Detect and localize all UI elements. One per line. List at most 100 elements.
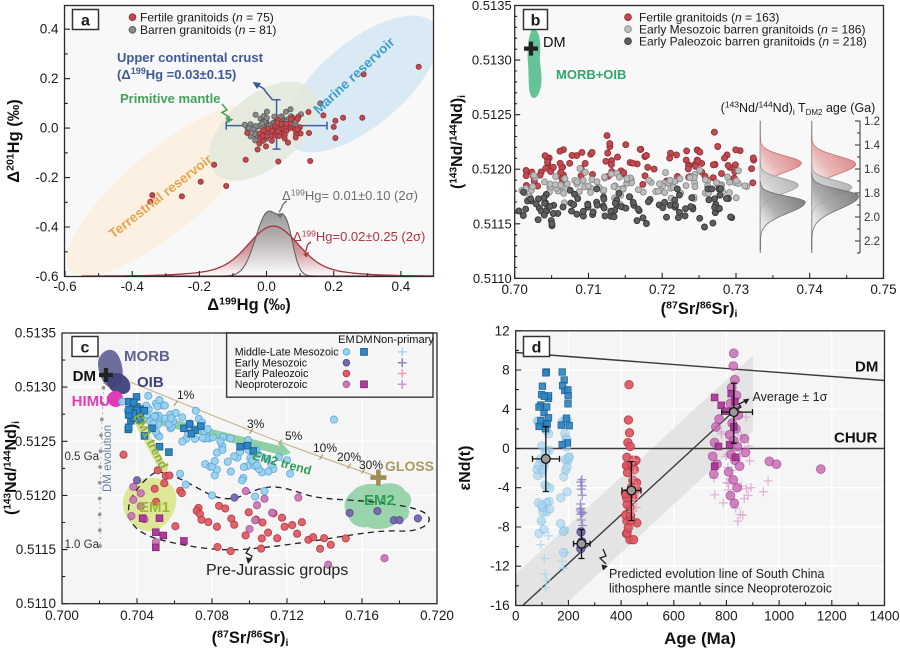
- svg-text:-0.2: -0.2: [188, 279, 211, 294]
- svg-text:1.0 Ga: 1.0 Ga: [64, 539, 99, 551]
- svg-text:0.5110: 0.5110: [473, 271, 512, 286]
- svg-text:Early Paleozoic: Early Paleozoic: [235, 368, 309, 380]
- svg-text:0.73: 0.73: [723, 282, 749, 297]
- svg-text:-0.4: -0.4: [121, 279, 145, 294]
- svg-text:0.716: 0.716: [345, 608, 379, 623]
- svg-text:MORB: MORB: [124, 348, 170, 365]
- svg-text:Upper continental crust: Upper continental crust: [117, 50, 264, 65]
- svg-text:(143Nd/144Nd)i TDM2 age (Ga): (143Nd/144Nd)i TDM2 age (Ga): [721, 100, 876, 118]
- svg-text:0.704: 0.704: [120, 608, 154, 623]
- svg-text:200: 200: [557, 609, 580, 624]
- svg-text:0.700: 0.700: [45, 608, 79, 623]
- svg-text:0.2: 0.2: [324, 279, 343, 294]
- svg-text:12: 12: [495, 323, 510, 338]
- svg-text:DM: DM: [543, 35, 566, 51]
- svg-text:1200: 1200: [817, 609, 847, 624]
- svg-text:HIMU: HIMU: [72, 393, 110, 410]
- svg-text:-0.2: -0.2: [35, 170, 58, 185]
- svg-text:Non-primary: Non-primary: [373, 334, 434, 346]
- svg-text:400: 400: [610, 609, 633, 624]
- svg-text:Neoproterozoic: Neoproterozoic: [235, 379, 308, 391]
- svg-text:0.4: 0.4: [392, 279, 411, 294]
- svg-text:-4: -4: [498, 480, 510, 495]
- svg-text:Age (Ma): Age (Ma): [664, 629, 736, 648]
- svg-text:a: a: [81, 13, 90, 30]
- svg-text:MORB+OIB: MORB+OIB: [556, 67, 626, 82]
- svg-text:DM: DM: [855, 359, 878, 376]
- svg-text:1.4: 1.4: [864, 140, 881, 152]
- svg-text:0.5135: 0.5135: [15, 326, 56, 341]
- svg-text:4: 4: [502, 402, 510, 417]
- svg-text:8: 8: [502, 363, 510, 378]
- svg-text:Barren granitoids (n = 81): Barren granitoids (n = 81): [140, 23, 276, 37]
- svg-text:0.5135: 0.5135: [472, 0, 512, 13]
- svg-text:0.4: 0.4: [40, 22, 59, 37]
- svg-text:0: 0: [512, 609, 520, 624]
- svg-text:-0.6: -0.6: [53, 279, 76, 294]
- svg-text:Early Mesozoic barren granitoi: Early Mesozoic barren granitoids (n = 18…: [639, 23, 865, 37]
- svg-text:c: c: [81, 340, 90, 357]
- svg-text:Δ199Hg (‰): Δ199Hg (‰): [207, 296, 290, 315]
- svg-text:0.5130: 0.5130: [15, 380, 56, 395]
- svg-text:Middle-Late Mesozoic: Middle-Late Mesozoic: [235, 347, 340, 359]
- svg-text:CHUR: CHUR: [834, 430, 877, 447]
- svg-text:Primitive mantle: Primitive mantle: [120, 91, 220, 106]
- svg-text:1400: 1400: [869, 609, 899, 624]
- svg-text:-8: -8: [498, 520, 510, 535]
- svg-text:EM: EM: [338, 334, 355, 346]
- svg-text:EM1: EM1: [139, 499, 170, 516]
- svg-text:(143Nd/144Nd)i: (143Nd/144Nd)i: [449, 95, 469, 189]
- svg-text:Δ199Hg= 0.01±0.10 (2σ): Δ199Hg= 0.01±0.10 (2σ): [282, 188, 418, 204]
- svg-text:0.5115: 0.5115: [16, 542, 56, 557]
- svg-text:OIB: OIB: [137, 374, 164, 391]
- svg-text:d: d: [532, 340, 542, 357]
- svg-text:DM evolution: DM evolution: [102, 425, 114, 492]
- svg-text:0.5125: 0.5125: [472, 107, 512, 122]
- svg-text:Early Mesozoic: Early Mesozoic: [235, 357, 308, 369]
- svg-text:b: b: [531, 13, 541, 30]
- svg-text:2.0: 2.0: [864, 212, 880, 224]
- svg-text:0.75: 0.75: [870, 282, 896, 297]
- svg-text:0.2: 0.2: [40, 71, 59, 86]
- svg-text:Early Paleozoic barren granito: Early Paleozoic barren granitoids (n = 2…: [639, 35, 867, 49]
- svg-text:0.712: 0.712: [270, 608, 304, 623]
- svg-text:3%: 3%: [247, 417, 265, 431]
- svg-text:EM2: EM2: [364, 492, 395, 509]
- svg-text:0: 0: [502, 441, 510, 456]
- svg-text:0.5120: 0.5120: [15, 488, 56, 503]
- svg-text:Fertile granitoids (n = 163): Fertile granitoids (n = 163): [639, 11, 779, 25]
- svg-text:1.8: 1.8: [864, 188, 880, 200]
- svg-text:-16: -16: [490, 598, 510, 613]
- svg-text:0.708: 0.708: [195, 608, 229, 623]
- svg-text:0.70: 0.70: [502, 282, 528, 297]
- svg-text:1%: 1%: [177, 388, 195, 402]
- svg-text:5%: 5%: [285, 429, 303, 443]
- svg-text:2.2: 2.2: [864, 236, 880, 248]
- svg-text:Δ199Hg=0.02±0.25 (2σ): Δ199Hg=0.02±0.25 (2σ): [293, 229, 425, 245]
- svg-text:1.2: 1.2: [864, 116, 880, 128]
- svg-text:DM: DM: [355, 334, 372, 346]
- svg-text:-12: -12: [490, 559, 510, 574]
- svg-text:-0.6: -0.6: [35, 269, 58, 284]
- svg-text:0.5 Ga: 0.5 Ga: [64, 451, 99, 463]
- svg-text:0.0: 0.0: [40, 121, 59, 136]
- svg-text:20%: 20%: [337, 450, 361, 464]
- svg-text:0.5130: 0.5130: [472, 53, 512, 68]
- svg-text:εNd(t): εNd(t): [457, 446, 474, 491]
- svg-text:0.5110: 0.5110: [16, 596, 56, 611]
- svg-text:(87Sr/86Sr)i: (87Sr/86Sr)i: [212, 629, 289, 650]
- svg-text:(143Nd/144Nd)i: (143Nd/144Nd)i: [3, 421, 23, 515]
- svg-text:(87Sr/86Sr)i: (87Sr/86Sr)i: [661, 300, 738, 321]
- svg-text:30%: 30%: [359, 458, 383, 472]
- svg-text:0.5120: 0.5120: [472, 162, 512, 177]
- svg-text:10%: 10%: [313, 441, 337, 455]
- svg-text:lithosphere mantle since Neopr: lithosphere mantle since Neoproterozoic: [609, 582, 832, 596]
- svg-text:(Δ199Hg =0.03±0.15): (Δ199Hg =0.03±0.15): [117, 66, 236, 82]
- svg-text:0.71: 0.71: [575, 282, 601, 297]
- svg-text:0.5115: 0.5115: [473, 216, 512, 231]
- svg-text:DM: DM: [73, 368, 96, 385]
- svg-text:Fertile granitoids (n = 75): Fertile granitoids (n = 75): [140, 11, 274, 25]
- svg-text:1000: 1000: [764, 609, 794, 624]
- svg-text:-0.4: -0.4: [35, 220, 59, 235]
- svg-text:GLOSS: GLOSS: [385, 458, 434, 474]
